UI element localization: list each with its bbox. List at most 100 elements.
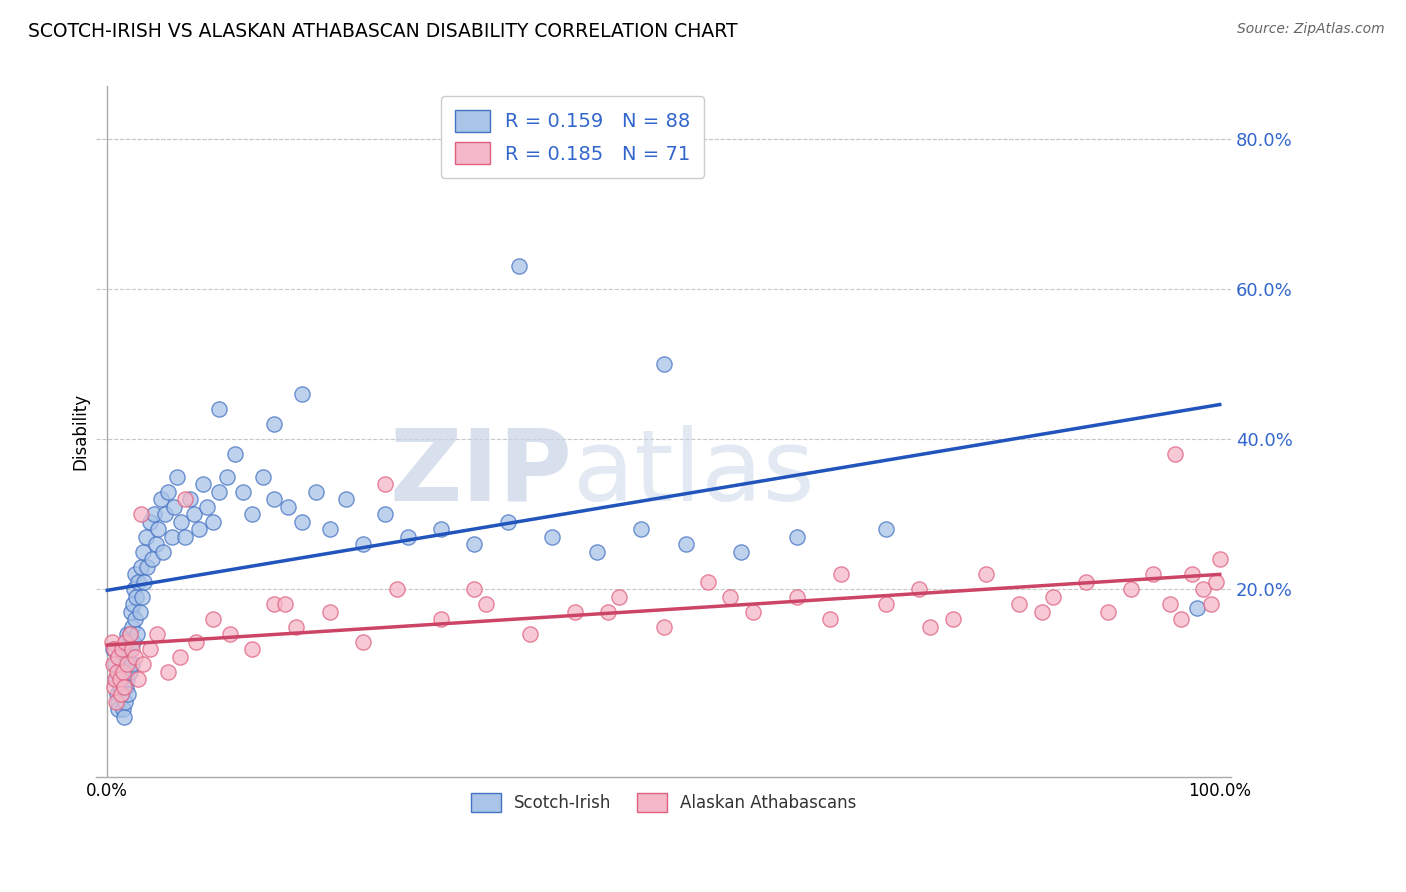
Point [191,477,214,491]
Point [157,484,180,499]
Point [124,567,146,582]
Point [207,484,229,499]
Y-axis label: Disability: Disability [72,393,89,470]
Point [110,687,132,701]
Point [148,522,170,536]
Point [124,649,146,664]
Point [786,590,808,604]
Point [596,605,619,619]
Point [145,537,167,551]
Point [1187,601,1209,615]
Point [101,642,124,657]
Point [207,402,229,417]
Point [121,642,143,657]
Point [697,574,720,589]
Point [132,657,155,672]
Point [105,687,128,701]
Point [730,544,752,558]
Point [122,634,145,648]
Point [974,567,997,582]
Point [217,469,239,483]
Point [1142,567,1164,582]
Point [117,627,139,641]
Point [541,530,564,544]
Point [132,544,155,558]
Point [107,649,129,664]
Point [107,695,129,709]
Point [1209,552,1232,566]
Point [1119,582,1142,597]
Point [125,590,148,604]
Point [117,673,139,687]
Text: SCOTCH-IRISH VS ALASKAN ATHABASCAN DISABILITY CORRELATION CHART: SCOTCH-IRISH VS ALASKAN ATHABASCAN DISAB… [28,22,738,41]
Point [141,552,163,566]
Point [146,627,169,641]
Point [875,597,897,611]
Point [114,695,136,709]
Point [920,620,942,634]
Point [385,582,408,597]
Point [107,702,129,716]
Point [274,597,297,611]
Point [585,544,607,558]
Point [820,612,842,626]
Point [1181,567,1204,582]
Point [104,673,127,687]
Point [201,515,224,529]
Point [718,590,741,604]
Point [1042,590,1064,604]
Text: ZIP: ZIP [389,425,572,522]
Point [138,515,160,529]
Point [197,500,219,514]
Point [1159,597,1181,611]
Point [607,590,630,604]
Point [157,665,180,679]
Point [319,522,342,536]
Point [121,620,143,634]
Point [675,537,697,551]
Point [129,507,152,521]
Point [153,507,176,521]
Point [120,605,142,619]
Point [117,657,139,672]
Point [120,642,142,657]
Point [174,492,197,507]
Point [166,469,188,483]
Point [263,597,285,611]
Legend: Scotch-Irish, Alaskan Athabascans: Scotch-Irish, Alaskan Athabascans [460,781,868,824]
Point [1199,597,1222,611]
Point [183,507,205,521]
Point [474,597,496,611]
Point [111,665,134,679]
Point [352,634,374,648]
Point [1031,605,1053,619]
Point [105,695,128,709]
Point [1170,612,1192,626]
Point [908,582,931,597]
Point [652,620,675,634]
Point [305,484,328,499]
Point [1097,605,1119,619]
Point [564,605,586,619]
Point [240,507,263,521]
Point [121,657,143,672]
Point [374,507,396,521]
Point [508,260,530,274]
Point [187,522,209,536]
Point [131,590,153,604]
Point [149,492,172,507]
Point [114,657,136,672]
Point [112,680,135,694]
Point [100,634,122,648]
Point [136,559,159,574]
Point [118,627,141,641]
Point [1008,597,1031,611]
Point [101,657,124,672]
Point [160,530,183,544]
Point [1192,582,1215,597]
Point [122,582,145,597]
Point [127,574,149,589]
Text: atlas: atlas [572,425,814,522]
Point [240,642,263,657]
Point [105,665,128,679]
